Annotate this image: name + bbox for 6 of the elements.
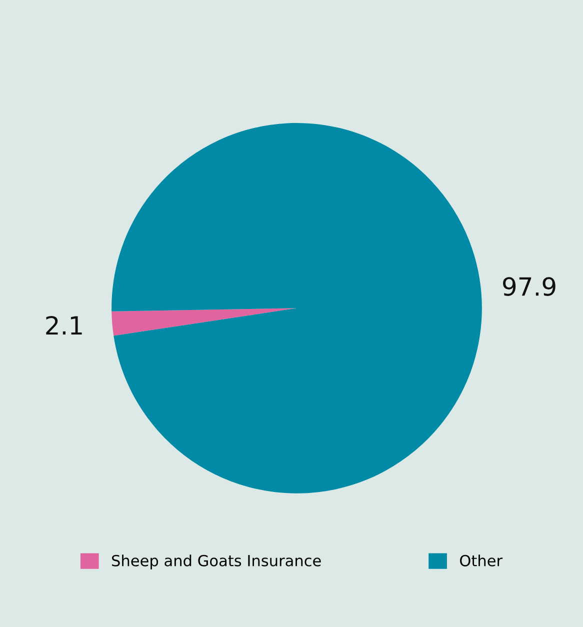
pie-slice — [112, 308, 297, 336]
pie-slice — [112, 123, 482, 494]
legend-label: Other — [460, 554, 503, 566]
data-label: 2.1 — [46, 316, 82, 335]
legend-label: Sheep and Goats Insurance — [112, 554, 321, 570]
data-label: 97.9 — [503, 277, 556, 296]
